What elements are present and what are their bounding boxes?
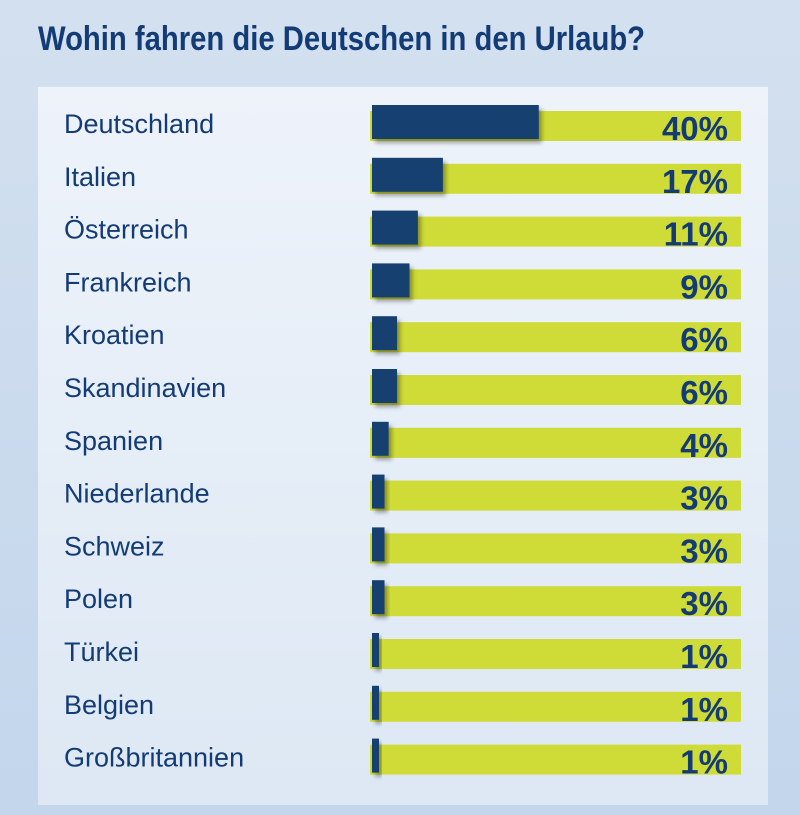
bar <box>372 580 385 615</box>
bar-row: Großbritannien 1% <box>64 738 741 781</box>
bar <box>372 105 539 139</box>
bar-row: Polen 3% <box>64 580 741 622</box>
bar <box>372 685 379 720</box>
bar-row: Skandinavien 6% <box>64 369 741 411</box>
bar-chart: Deutschland 40% Italien 17% Österreich 11% Fra… <box>64 105 741 781</box>
bar-row: Italien 17% <box>64 157 741 200</box>
bar-track <box>370 480 741 511</box>
bar-row: Österreich 11% <box>64 210 741 253</box>
bar <box>372 527 385 562</box>
bar-row: Belgien 1% <box>64 685 741 728</box>
bar-track <box>370 744 741 775</box>
category-label: Großbritannien <box>64 743 244 773</box>
bar <box>372 157 443 192</box>
value-label: 17% <box>662 163 728 200</box>
category-label: Spanien <box>64 426 163 456</box>
bar <box>372 316 398 351</box>
value-label: 3% <box>680 532 728 569</box>
category-label: Belgien <box>64 690 154 720</box>
category-label: Skandinavien <box>64 373 226 403</box>
bar <box>372 474 385 509</box>
value-label: 1% <box>680 744 728 781</box>
bar-row: Niederlande 3% <box>64 474 741 517</box>
category-label: Türkei <box>64 637 139 667</box>
bar-row: Türkei 1% <box>64 633 741 675</box>
bar-track <box>370 639 741 669</box>
value-label: 1% <box>680 638 728 675</box>
bar-row: Spanien 4% <box>64 421 741 464</box>
category-label: Schweiz <box>64 531 165 561</box>
category-label: Deutschland <box>64 109 214 139</box>
value-label: 11% <box>664 216 728 253</box>
bar-row: Deutschland 40% <box>64 105 741 147</box>
bar-row: Schweiz 3% <box>64 527 741 569</box>
bar-track <box>370 533 741 564</box>
bar-track <box>370 427 741 458</box>
chart-panel: Deutschland 40% Italien 17% Österreich 11% Fra… <box>38 87 768 805</box>
bar-track <box>370 691 741 722</box>
value-label: 1% <box>680 691 728 728</box>
bar <box>372 369 398 403</box>
bar <box>372 421 389 456</box>
bar <box>372 210 418 245</box>
category-label: Polen <box>64 584 133 614</box>
category-label: Niederlande <box>64 479 210 509</box>
bar-track <box>370 269 741 300</box>
value-label: 3% <box>680 480 728 517</box>
bar-track <box>370 586 741 617</box>
bar <box>372 633 379 667</box>
value-label: 9% <box>680 268 728 305</box>
bar <box>372 738 379 773</box>
bar-row: Frankreich 9% <box>64 263 741 305</box>
value-label: 6% <box>680 321 728 358</box>
category-label: Österreich <box>64 215 189 245</box>
chart-title: Wohin fahren die Deutschen in den Urlaub… <box>38 20 646 58</box>
bar-track <box>370 216 741 247</box>
value-label: 40% <box>662 110 728 147</box>
category-label: Italien <box>64 162 136 192</box>
value-label: 6% <box>680 374 728 411</box>
bar <box>372 263 410 298</box>
bar-track <box>370 375 741 405</box>
value-label: 4% <box>680 427 728 464</box>
value-label: 3% <box>680 585 728 622</box>
category-label: Kroatien <box>64 320 165 350</box>
bar-track <box>370 322 741 353</box>
bar-row: Kroatien 6% <box>64 316 741 358</box>
category-label: Frankreich <box>64 267 192 297</box>
